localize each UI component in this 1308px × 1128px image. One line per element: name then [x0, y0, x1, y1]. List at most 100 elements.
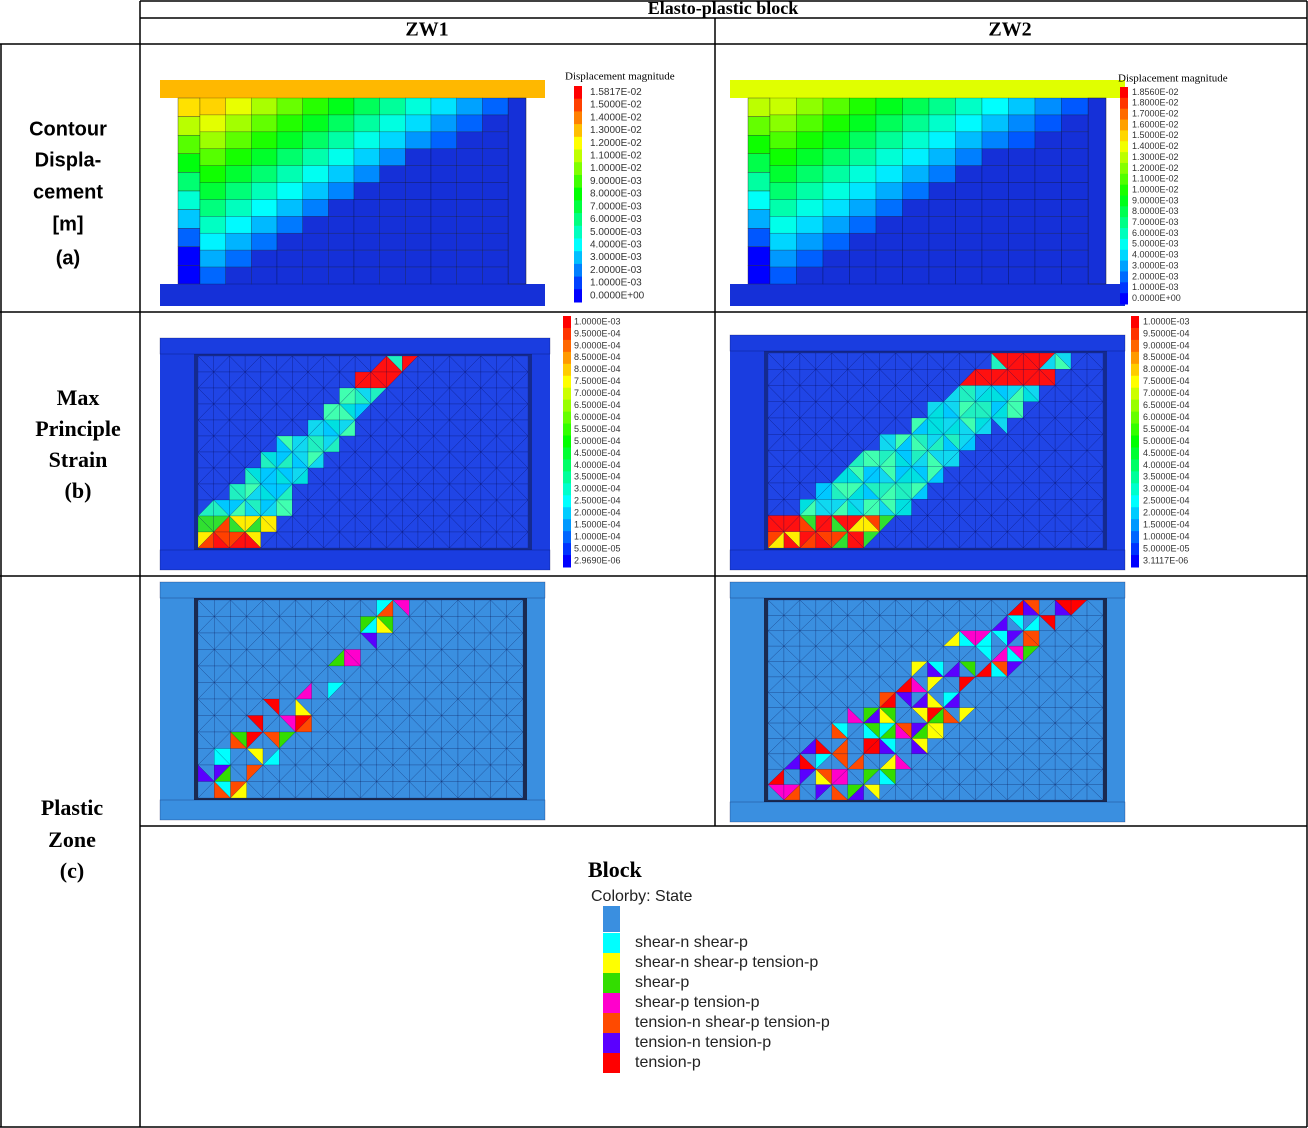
legend-label: 1.3000E-02	[590, 125, 642, 136]
legend-label: 9.0000E-03	[1132, 195, 1179, 205]
brick	[302, 249, 329, 268]
legend-swatch	[1120, 130, 1128, 142]
mesh-element	[959, 676, 977, 693]
brick	[379, 165, 406, 183]
legend-label: 1.0000E-03	[590, 278, 642, 289]
brick	[353, 131, 380, 150]
legend-swatch	[563, 483, 571, 496]
brick	[328, 216, 355, 234]
brick	[302, 131, 329, 150]
brick	[405, 182, 432, 200]
mesh-element	[433, 515, 451, 533]
legend-label: 6.0000E-03	[590, 214, 642, 225]
state-swatch	[603, 973, 620, 993]
brick	[353, 114, 380, 133]
brick	[276, 266, 303, 285]
brick	[1008, 249, 1036, 268]
mesh-element	[879, 417, 897, 435]
brick	[430, 216, 457, 234]
legend-label: 1.5000E-04	[574, 520, 621, 530]
mesh-element	[927, 615, 945, 632]
legend-swatch	[1131, 351, 1139, 365]
brick	[199, 266, 226, 285]
legend-label: 1.0000E-02	[1132, 184, 1179, 194]
legend-swatch	[563, 351, 571, 365]
mesh-element	[433, 419, 451, 437]
mesh-element	[1022, 499, 1040, 517]
brick	[225, 97, 252, 116]
row-label: Strain	[49, 447, 108, 472]
brick	[1008, 199, 1036, 217]
brick	[1034, 216, 1062, 234]
brick	[875, 266, 903, 285]
legend-label: 4.0000E-04	[574, 460, 621, 470]
brick	[796, 216, 824, 234]
brick	[456, 266, 483, 285]
legend-label: 3.0000E-04	[574, 484, 621, 494]
legend-label: 2.5000E-04	[1143, 496, 1190, 506]
brick	[456, 114, 483, 133]
brick	[482, 131, 509, 150]
legend-label: 2.0000E-03	[1132, 271, 1179, 281]
mesh-element	[512, 467, 529, 485]
brick	[902, 131, 930, 150]
legend-swatch	[563, 339, 571, 353]
mesh-element	[512, 435, 529, 453]
mesh-element	[1054, 676, 1072, 693]
mesh-element	[879, 482, 897, 500]
brick	[199, 182, 226, 200]
brick	[981, 232, 1009, 251]
brick	[482, 249, 509, 268]
mesh-element	[1086, 615, 1104, 632]
legend-swatch	[1120, 206, 1128, 218]
mesh-element	[1022, 434, 1040, 452]
mesh-figure	[729, 581, 1126, 823]
state-swatch	[603, 933, 620, 953]
brick	[456, 165, 483, 183]
mesh-element	[863, 738, 881, 755]
legend-swatch	[574, 86, 582, 100]
legend-swatch	[563, 447, 571, 460]
brick	[955, 114, 983, 133]
mesh-element	[1022, 466, 1040, 484]
brick	[902, 249, 930, 268]
brick	[849, 114, 877, 133]
mesh-element	[323, 435, 341, 453]
brick	[430, 97, 457, 116]
brick	[405, 165, 432, 183]
legend-swatch	[1120, 141, 1128, 153]
row-label: Zone	[48, 827, 96, 852]
column-header: ZW1	[405, 19, 448, 41]
legend-label: 9.5000E-04	[574, 328, 621, 338]
mesh-figure	[159, 581, 546, 821]
brick	[379, 266, 406, 285]
legend-label: 8.5000E-04	[1143, 352, 1190, 362]
brick	[430, 131, 457, 150]
brick	[981, 131, 1009, 150]
legend-label: 4.5000E-04	[574, 448, 621, 458]
brick	[769, 97, 797, 116]
brick	[251, 165, 278, 183]
brick	[769, 165, 797, 183]
mesh-element	[927, 676, 945, 693]
mesh-element	[831, 615, 849, 632]
legend-swatch	[1131, 363, 1139, 377]
brick	[302, 182, 329, 200]
brick	[1061, 148, 1089, 166]
mesh-element	[879, 515, 897, 533]
mesh-element	[323, 371, 341, 389]
column-block	[177, 209, 201, 229]
legend-subtitle: Colorby: State	[591, 888, 692, 905]
mesh-element	[1086, 676, 1104, 693]
mesh-element	[959, 615, 977, 632]
mesh-element	[991, 615, 1008, 632]
brick	[302, 165, 329, 183]
brick	[796, 182, 824, 200]
legend-swatch	[563, 543, 571, 556]
brick	[769, 148, 797, 166]
brick	[769, 114, 797, 133]
mesh-element	[879, 692, 897, 709]
brick	[928, 114, 956, 133]
brick	[875, 232, 903, 251]
legend-swatch	[563, 459, 571, 472]
